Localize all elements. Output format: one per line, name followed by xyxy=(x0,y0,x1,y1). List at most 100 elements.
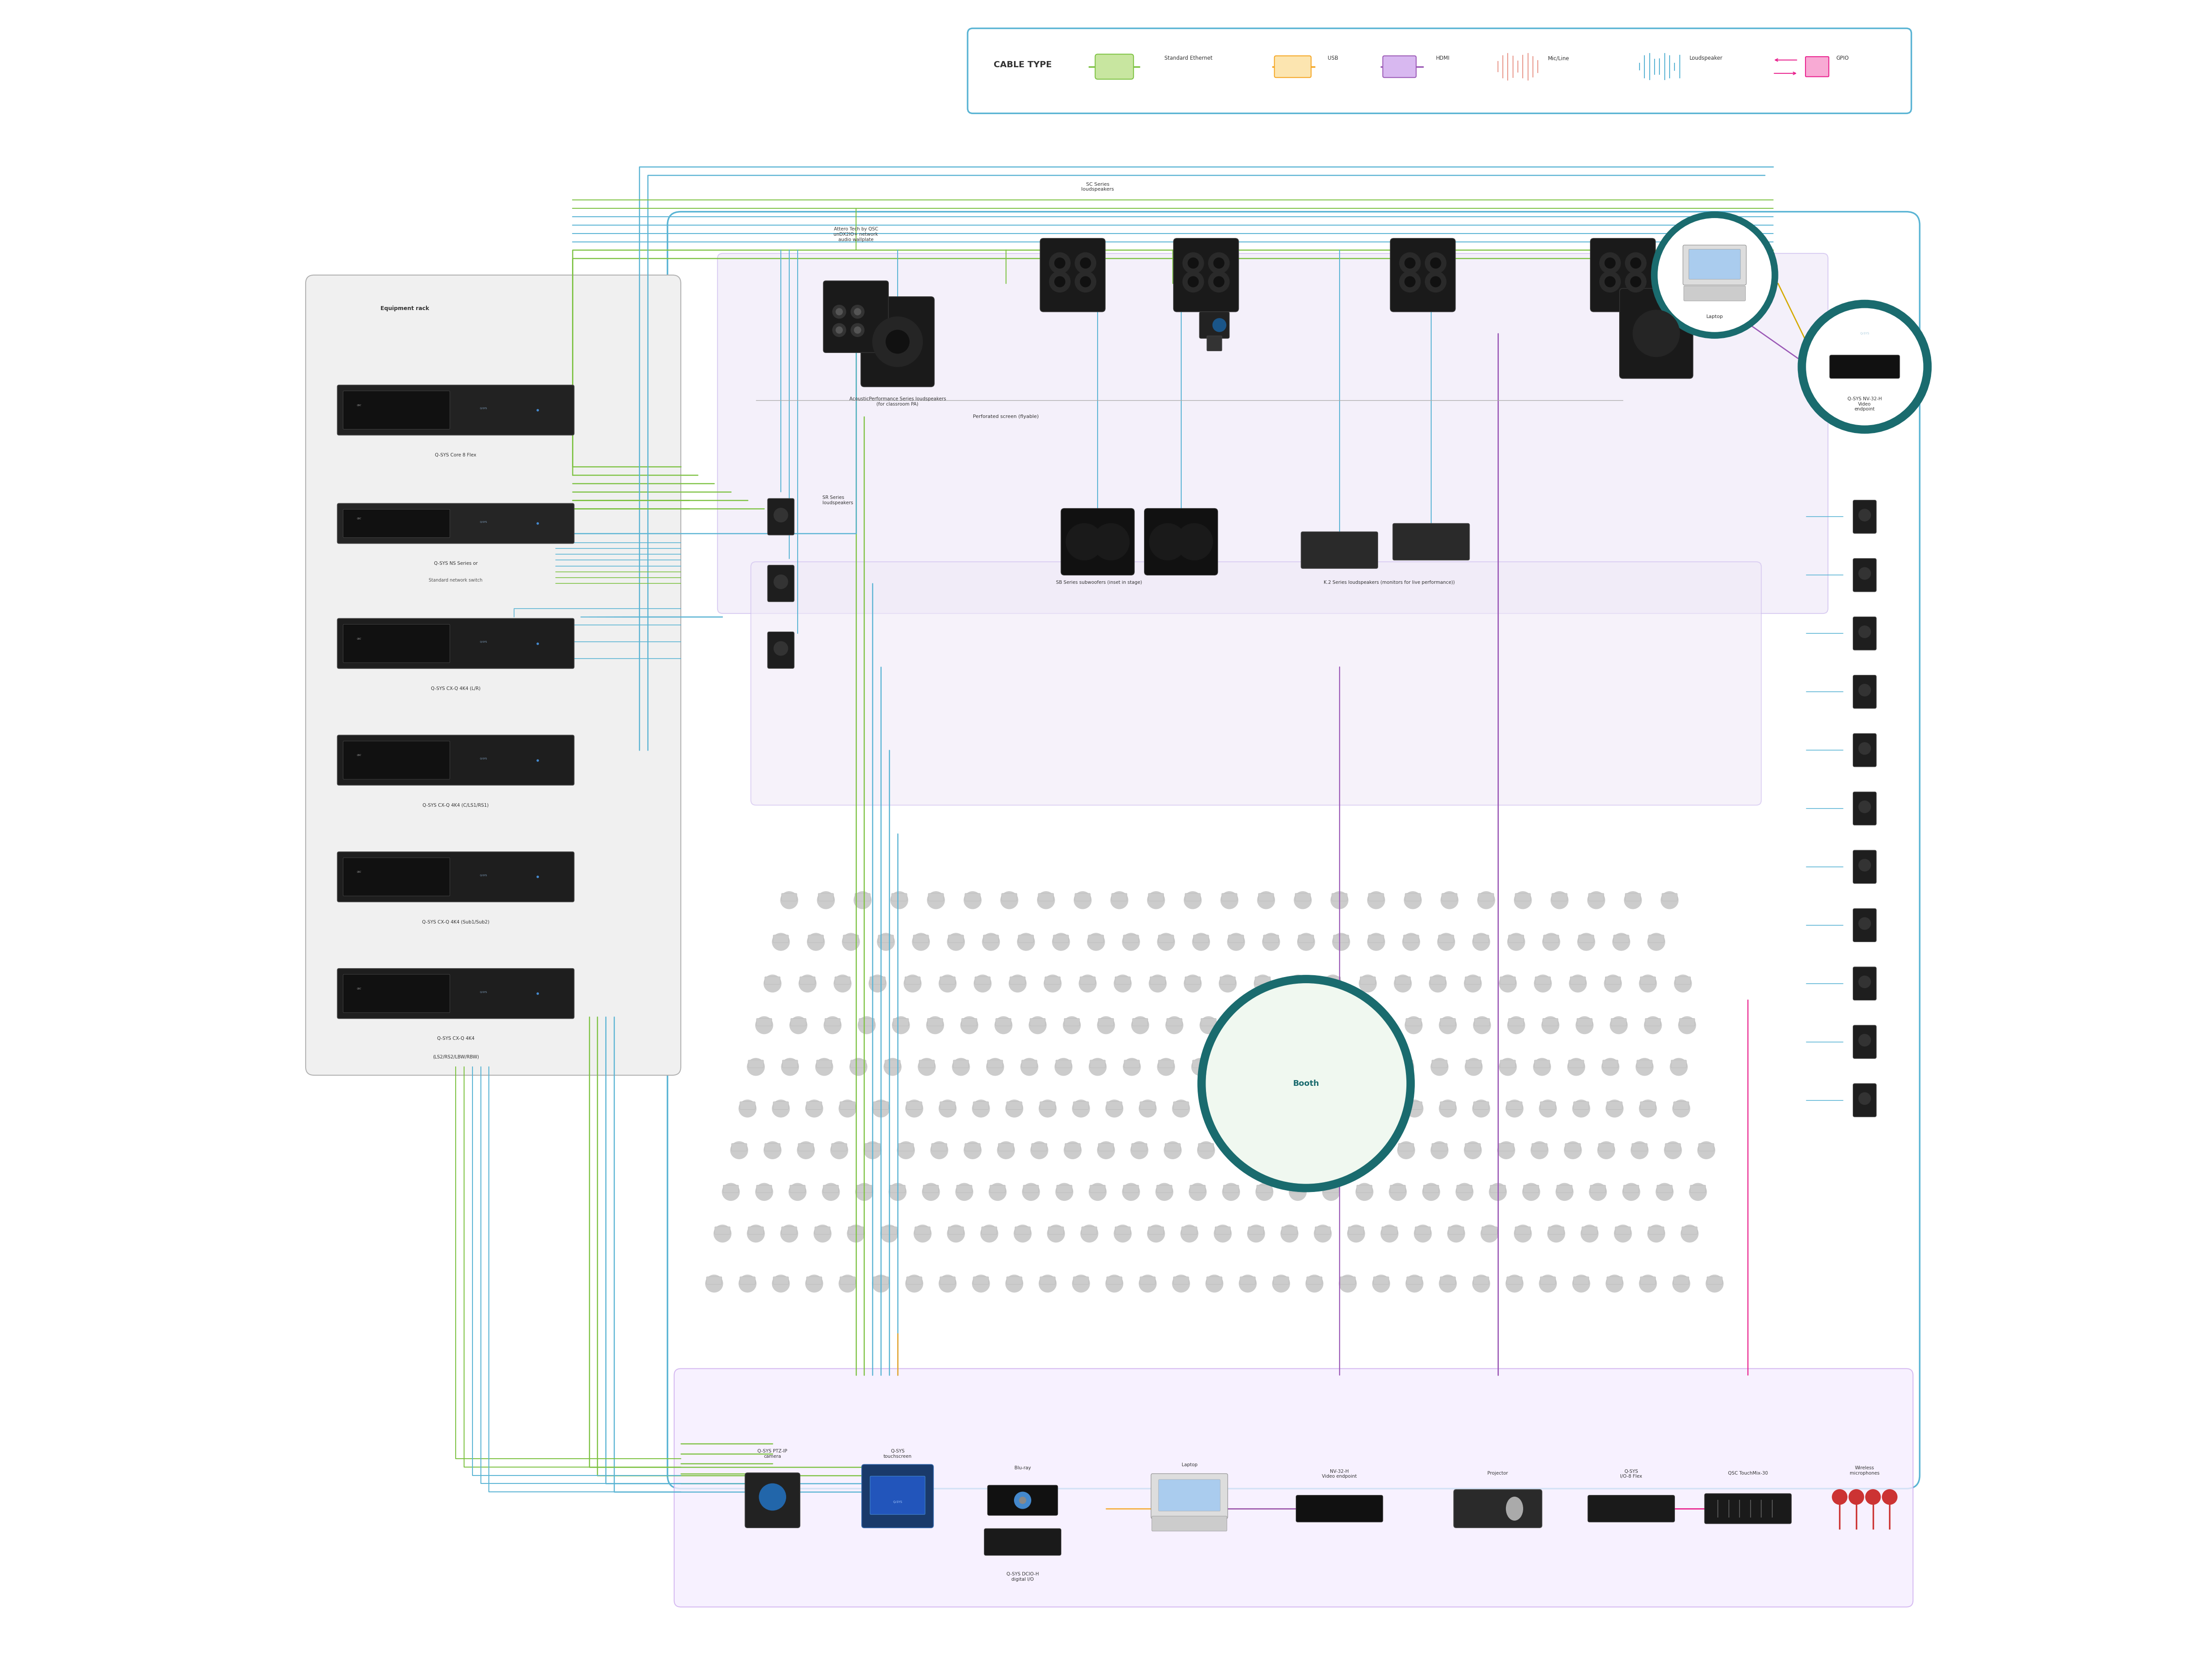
Circle shape xyxy=(1858,1034,1871,1047)
Circle shape xyxy=(706,1275,723,1292)
FancyBboxPatch shape xyxy=(1002,894,1018,902)
Circle shape xyxy=(730,1142,748,1159)
Circle shape xyxy=(973,1100,989,1117)
Circle shape xyxy=(1219,975,1237,992)
Text: Equipment rack: Equipment rack xyxy=(380,305,429,312)
FancyBboxPatch shape xyxy=(1024,1185,1040,1194)
FancyBboxPatch shape xyxy=(706,1277,721,1285)
Circle shape xyxy=(905,1275,922,1292)
Circle shape xyxy=(1473,1100,1491,1117)
Circle shape xyxy=(757,1184,772,1200)
FancyBboxPatch shape xyxy=(973,1102,989,1110)
Circle shape xyxy=(1637,1059,1652,1075)
FancyBboxPatch shape xyxy=(1535,1060,1551,1069)
FancyBboxPatch shape xyxy=(1241,1277,1256,1285)
Text: K.2 Series loudspeakers (monitors for live performance)): K.2 Series loudspeakers (monitors for li… xyxy=(1323,580,1455,585)
Circle shape xyxy=(816,892,834,909)
Text: Q-SYS: Q-SYS xyxy=(480,757,487,760)
Text: QSC: QSC xyxy=(356,753,361,757)
Circle shape xyxy=(1298,1142,1314,1159)
FancyBboxPatch shape xyxy=(818,894,834,902)
Circle shape xyxy=(790,1184,805,1200)
Circle shape xyxy=(1405,1017,1422,1034)
FancyBboxPatch shape xyxy=(931,1144,947,1152)
FancyBboxPatch shape xyxy=(1208,337,1221,352)
FancyBboxPatch shape xyxy=(1854,1025,1876,1059)
Circle shape xyxy=(854,892,872,909)
Circle shape xyxy=(1858,567,1871,580)
Circle shape xyxy=(1088,934,1104,950)
Circle shape xyxy=(1155,1184,1172,1200)
Circle shape xyxy=(1022,1184,1040,1200)
FancyBboxPatch shape xyxy=(1075,894,1091,902)
FancyBboxPatch shape xyxy=(1407,1277,1422,1285)
Circle shape xyxy=(1093,523,1130,560)
FancyBboxPatch shape xyxy=(1228,1060,1243,1069)
FancyBboxPatch shape xyxy=(1646,1019,1661,1027)
FancyBboxPatch shape xyxy=(940,1102,956,1110)
FancyBboxPatch shape xyxy=(1018,935,1033,944)
FancyBboxPatch shape xyxy=(1473,935,1489,944)
Circle shape xyxy=(1290,975,1307,992)
Circle shape xyxy=(898,1142,914,1159)
FancyBboxPatch shape xyxy=(748,1227,763,1234)
FancyBboxPatch shape xyxy=(1637,1060,1652,1069)
FancyBboxPatch shape xyxy=(894,1019,909,1027)
Circle shape xyxy=(885,330,909,353)
FancyBboxPatch shape xyxy=(1298,1144,1314,1152)
FancyBboxPatch shape xyxy=(1097,1144,1115,1152)
FancyBboxPatch shape xyxy=(1323,1185,1338,1194)
Circle shape xyxy=(1239,1275,1256,1292)
Circle shape xyxy=(1305,1275,1323,1292)
FancyBboxPatch shape xyxy=(1340,1277,1356,1285)
FancyBboxPatch shape xyxy=(336,385,575,435)
FancyBboxPatch shape xyxy=(1500,977,1515,984)
Circle shape xyxy=(1214,1225,1232,1242)
FancyBboxPatch shape xyxy=(717,253,1827,613)
FancyBboxPatch shape xyxy=(1232,1144,1248,1152)
Circle shape xyxy=(1130,1142,1148,1159)
Text: Q-SYS DCIO-H
digital I/O: Q-SYS DCIO-H digital I/O xyxy=(1006,1572,1040,1582)
FancyBboxPatch shape xyxy=(1577,1019,1593,1027)
FancyBboxPatch shape xyxy=(1192,1060,1208,1069)
Circle shape xyxy=(1121,1184,1139,1200)
Circle shape xyxy=(1858,683,1871,697)
FancyBboxPatch shape xyxy=(1854,792,1876,825)
Circle shape xyxy=(1234,1017,1252,1034)
Circle shape xyxy=(1075,272,1095,292)
FancyBboxPatch shape xyxy=(1044,977,1060,984)
Circle shape xyxy=(1455,1184,1473,1200)
FancyBboxPatch shape xyxy=(1172,1102,1188,1110)
FancyBboxPatch shape xyxy=(745,1474,801,1527)
Text: Wireless
microphones: Wireless microphones xyxy=(1849,1465,1880,1475)
Circle shape xyxy=(1066,523,1102,560)
Circle shape xyxy=(1626,253,1646,273)
Circle shape xyxy=(1009,975,1026,992)
Text: NV-32-H
Video endpoint: NV-32-H Video endpoint xyxy=(1323,1469,1356,1479)
FancyBboxPatch shape xyxy=(1329,1060,1345,1069)
Circle shape xyxy=(1367,934,1385,950)
FancyBboxPatch shape xyxy=(1338,1019,1354,1027)
FancyBboxPatch shape xyxy=(1482,1227,1498,1234)
Circle shape xyxy=(1332,934,1349,950)
Circle shape xyxy=(1031,1142,1048,1159)
Circle shape xyxy=(799,975,816,992)
FancyBboxPatch shape xyxy=(1124,1060,1139,1069)
FancyBboxPatch shape xyxy=(1254,977,1270,984)
Circle shape xyxy=(1564,1142,1582,1159)
FancyBboxPatch shape xyxy=(1181,1227,1197,1234)
FancyBboxPatch shape xyxy=(1206,1277,1223,1285)
FancyBboxPatch shape xyxy=(1048,1227,1064,1234)
Circle shape xyxy=(1261,1059,1276,1075)
Circle shape xyxy=(1332,892,1347,909)
FancyBboxPatch shape xyxy=(1509,935,1524,944)
Circle shape xyxy=(918,1059,936,1075)
Circle shape xyxy=(1422,1184,1440,1200)
FancyBboxPatch shape xyxy=(1854,850,1876,884)
Text: Mic/Line: Mic/Line xyxy=(1548,55,1568,62)
Circle shape xyxy=(1272,1275,1290,1292)
Circle shape xyxy=(1223,1184,1239,1200)
Circle shape xyxy=(823,1017,841,1034)
Circle shape xyxy=(872,1100,889,1117)
Circle shape xyxy=(1177,523,1212,560)
